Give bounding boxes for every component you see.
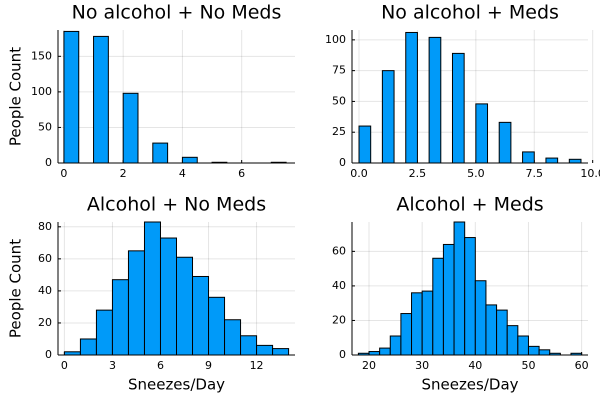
y-tick-label: 0	[339, 156, 346, 169]
chart-title: No alcohol + Meds	[381, 2, 559, 24]
x-tick-label: 6	[157, 359, 164, 372]
bar	[474, 280, 487, 356]
bar	[111, 279, 129, 356]
bar	[451, 52, 465, 164]
x-tick-label: 2	[120, 167, 127, 180]
bar	[517, 335, 529, 356]
x-axis-label: Sneezes/Day	[128, 376, 225, 394]
x-tick-label: 3	[109, 359, 116, 372]
chart-title: Alcohol + Meds	[396, 194, 543, 216]
x-axis-label: Sneezes/Day	[421, 376, 518, 394]
x-tick-label: 0	[60, 167, 67, 180]
bar	[453, 221, 466, 356]
bar	[400, 313, 413, 356]
x-tick-label: 5.0	[467, 167, 485, 180]
bar	[63, 30, 80, 164]
bar	[368, 351, 381, 356]
bar	[95, 309, 113, 356]
bar	[181, 156, 198, 164]
x-tick-label: 60	[575, 359, 589, 372]
bar	[152, 142, 169, 164]
bar	[538, 349, 551, 356]
x-tick-label: 10.0	[580, 167, 600, 180]
y-tick-label: 75	[332, 64, 346, 77]
bar	[475, 103, 489, 164]
y-tick-label: 150	[31, 49, 52, 62]
x-tick-label: 6	[238, 167, 245, 180]
bar	[192, 275, 210, 356]
y-tick-label: 60	[38, 252, 52, 265]
y-tick-label: 40	[332, 279, 346, 292]
chart-title: No alcohol + No Meds	[72, 2, 282, 24]
bar	[498, 121, 512, 164]
y-tick-label: 80	[38, 220, 52, 233]
y-tick-label: 0	[45, 156, 52, 169]
y-axis-label: People Count	[7, 239, 25, 338]
y-tick-label: 20	[38, 316, 52, 329]
bar	[256, 344, 274, 356]
bar	[545, 157, 559, 164]
x-tick-label: 4	[179, 167, 186, 180]
bar	[93, 35, 109, 164]
x-tick-label: 40	[468, 359, 482, 372]
bar	[381, 70, 395, 164]
x-tick-label: 50	[521, 359, 535, 372]
bar	[522, 151, 535, 164]
bar	[496, 309, 508, 356]
bar	[127, 250, 145, 356]
bar	[506, 325, 519, 356]
bar	[432, 257, 444, 356]
y-tick-label: 100	[325, 33, 346, 46]
y-tick-label: 50	[332, 94, 346, 107]
bar	[405, 31, 418, 164]
x-tick-label: 20	[362, 359, 376, 372]
x-tick-label: 0	[61, 359, 68, 372]
bar	[485, 304, 498, 356]
y-tick-label: 0	[45, 348, 52, 361]
bar	[240, 335, 258, 356]
y-tick-label: 60	[332, 244, 346, 257]
bar	[143, 221, 161, 356]
bar	[122, 92, 139, 164]
y-tick-label: 40	[38, 284, 52, 297]
bar	[421, 290, 434, 356]
bar	[464, 237, 476, 356]
x-tick-label: 12	[250, 359, 264, 372]
x-tick-label: 0.0	[350, 167, 368, 180]
bar	[389, 335, 402, 356]
y-tick-label: 20	[332, 313, 346, 326]
x-tick-label: 7.5	[526, 167, 544, 180]
y-tick-label: 0	[339, 348, 346, 361]
chart-title: Alcohol + No Meds	[87, 194, 266, 216]
x-tick-label: 2.5	[409, 167, 427, 180]
bar	[379, 347, 391, 356]
bar	[411, 292, 423, 356]
bar	[442, 243, 455, 356]
bar	[358, 125, 372, 164]
bar	[568, 158, 582, 164]
x-tick-label: 30	[415, 359, 429, 372]
bar	[176, 256, 194, 356]
bar	[159, 237, 177, 356]
y-tick-label: 25	[332, 125, 346, 138]
bar	[428, 36, 442, 164]
bar	[79, 338, 97, 356]
bar	[527, 345, 540, 356]
bar	[208, 296, 226, 356]
bar	[224, 319, 242, 356]
y-axis-label: People Count	[7, 47, 25, 146]
bar	[272, 348, 290, 356]
y-tick-label: 50	[38, 120, 52, 133]
y-tick-label: 100	[31, 85, 52, 98]
x-tick-label: 9	[205, 359, 212, 372]
